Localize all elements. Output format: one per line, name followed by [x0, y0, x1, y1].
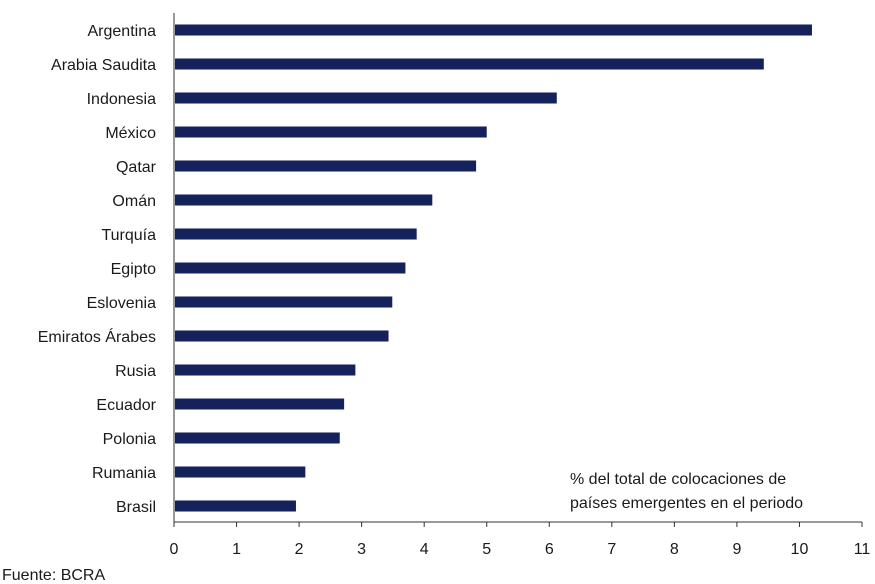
- category-label-8: Eslovenia: [87, 295, 156, 312]
- bar-9: [175, 330, 389, 342]
- x-tick-label-11: 11: [854, 541, 871, 558]
- bar-4: [175, 160, 477, 172]
- category-label-0: Argentina: [88, 23, 157, 40]
- x-tick-label-0: 0: [170, 541, 179, 558]
- bar-11: [175, 398, 345, 410]
- bar-14: [175, 500, 296, 512]
- x-tick-label-6: 6: [545, 541, 554, 558]
- x-tick-label-10: 10: [791, 541, 809, 558]
- x-tick-label-5: 5: [482, 541, 491, 558]
- bar-0: [175, 24, 812, 36]
- bar-2: [175, 92, 557, 104]
- category-labels: Argentina Arabia Saudita Indonesia México Qa…: [38, 23, 157, 516]
- x-tick-label-1: 1: [232, 541, 241, 558]
- bar-12: [175, 432, 340, 444]
- category-label-14: Brasil: [116, 499, 156, 516]
- bars-group: [175, 24, 812, 512]
- annotation-line-2: países emergentes en el periodo: [570, 495, 803, 512]
- bar-3: [175, 126, 487, 138]
- bar-10: [175, 364, 356, 376]
- category-label-7: Egipto: [111, 261, 156, 278]
- category-label-12: Polonia: [103, 431, 156, 448]
- category-label-4: Qatar: [116, 159, 157, 176]
- category-label-13: Rumania: [92, 465, 156, 482]
- bar-6: [175, 228, 417, 240]
- source-note: Fuente: BCRA: [2, 567, 105, 584]
- category-label-5: Omán: [112, 193, 156, 210]
- x-ticks-group: 0 1 2 3 4 5 6 7 8 9 10 11: [170, 522, 871, 558]
- bar-7: [175, 262, 406, 274]
- category-label-3: México: [105, 125, 156, 142]
- bar-13: [175, 466, 306, 478]
- x-tick-label-7: 7: [607, 541, 616, 558]
- annotation-line-1: % del total de colocaciones de: [570, 471, 786, 488]
- category-label-2: Indonesia: [87, 91, 156, 108]
- x-tick-label-4: 4: [420, 541, 429, 558]
- bar-5: [175, 194, 433, 206]
- bar-1: [175, 58, 764, 70]
- category-label-9: Emiratos Árabes: [38, 327, 156, 346]
- category-label-6: Turquía: [101, 227, 156, 244]
- bar-8: [175, 296, 393, 308]
- x-tick-label-9: 9: [732, 541, 741, 558]
- category-label-11: Ecuador: [96, 397, 156, 414]
- x-tick-label-3: 3: [357, 541, 366, 558]
- x-tick-label-8: 8: [670, 541, 679, 558]
- x-tick-label-2: 2: [295, 541, 304, 558]
- category-label-1: Arabia Saudita: [51, 57, 156, 74]
- category-label-10: Rusia: [115, 363, 156, 380]
